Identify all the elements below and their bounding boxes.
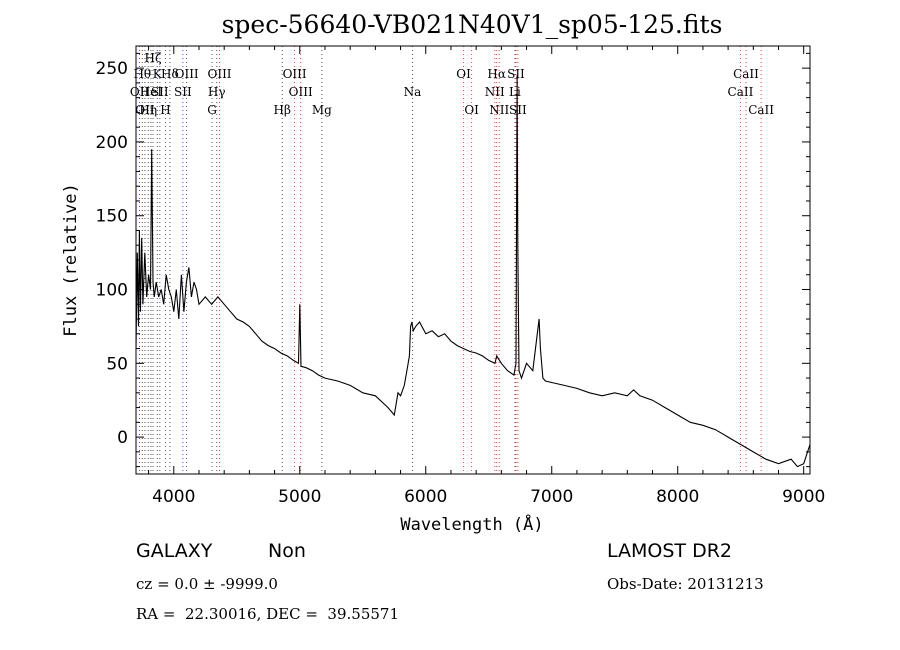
line-marker-label-4: HeI [140, 85, 163, 99]
line-marker-lines [139, 46, 762, 474]
y-axis-label: Flux (relative) [61, 183, 81, 337]
line-marker-label-7: SII [151, 85, 169, 99]
line-marker-label-21: OI [464, 103, 479, 117]
spectrum-series-line [135, 75, 811, 468]
x-tick-label: 7000 [530, 487, 573, 507]
y-tick-label: 0 [117, 428, 128, 448]
y-tick-label: 150 [96, 207, 128, 227]
object-class: GALAXY [136, 540, 213, 562]
y-tick-label: 250 [96, 59, 128, 79]
line-marker-label-14: OIII [207, 67, 231, 81]
y-axis-ticks: 0 50 100 150 200 250 [96, 52, 810, 468]
line-marker-label-6: K [153, 67, 163, 81]
object-subclass: Non [268, 540, 306, 562]
line-marker-label-30: CaII [748, 103, 774, 117]
line-marker-label-24: NII [489, 103, 509, 117]
line-marker-label-29: CaII [733, 67, 759, 81]
x-tick-label: 5000 [278, 487, 321, 507]
survey-label: LAMOST DR2 [607, 540, 732, 562]
line-marker-label-1: Hθ [133, 67, 151, 81]
y-tick-label: 100 [96, 281, 128, 301]
line-marker-label-15: Hβ [274, 103, 291, 117]
line-marker-label-23: Hα [487, 67, 506, 81]
line-marker-label-18: Mg [312, 103, 332, 117]
line-marker-label-9: Hδ [161, 67, 179, 81]
line-marker-label-20: OI [456, 67, 471, 81]
line-marker-label-12: G [207, 103, 217, 117]
line-marker-label-11: OIII [175, 67, 199, 81]
x-tick-label: 9000 [782, 487, 825, 507]
x-tick-label: 8000 [656, 487, 699, 507]
line-marker-label-3: Hη [139, 103, 157, 117]
line-marker-label-0: OII [130, 85, 150, 99]
y-tick-label: 200 [96, 133, 128, 153]
line-marker-label-28: CaII [728, 85, 754, 99]
line-marker-label-5: Hζ [145, 51, 162, 65]
chart-title: spec-56640-VB021N40V1_sp05-125.fits [222, 10, 723, 39]
line-marker-label-8: H [160, 103, 170, 117]
line-marker-label-13: Hγ [208, 85, 226, 99]
redshift-text: cz = 0.0 ± -9999.0 [136, 575, 278, 593]
x-tick-label: 4000 [152, 487, 195, 507]
line-marker-label-27: SII [509, 103, 527, 117]
x-axis-ticks: 4000 5000 6000 7000 8000 9000 [148, 46, 825, 507]
x-tick-label: 6000 [404, 487, 447, 507]
x-axis-label: Wavelength (Å) [400, 513, 543, 535]
line-marker-label-26: SII [507, 67, 525, 81]
y-tick-label: 50 [106, 354, 128, 374]
line-marker-label-19: Na [404, 85, 422, 99]
line-marker-label-22: NII [485, 85, 505, 99]
line-marker-label-2: OII [135, 103, 155, 117]
obs-date-text: Obs-Date: 20131213 [607, 575, 764, 593]
line-marker-label-16: OIII [283, 67, 307, 81]
coords-text: RA = 22.30016, DEC = 39.55571 [136, 605, 400, 623]
line-marker-labels: OIIHθOIIHηHeIHζKSIIHHδSIIOIIIGHγOIIIHβOI… [130, 51, 774, 117]
line-marker-label-10: SII [174, 85, 192, 99]
line-marker-label-17: OIII [289, 85, 313, 99]
line-marker-label-25: Li [509, 85, 521, 99]
